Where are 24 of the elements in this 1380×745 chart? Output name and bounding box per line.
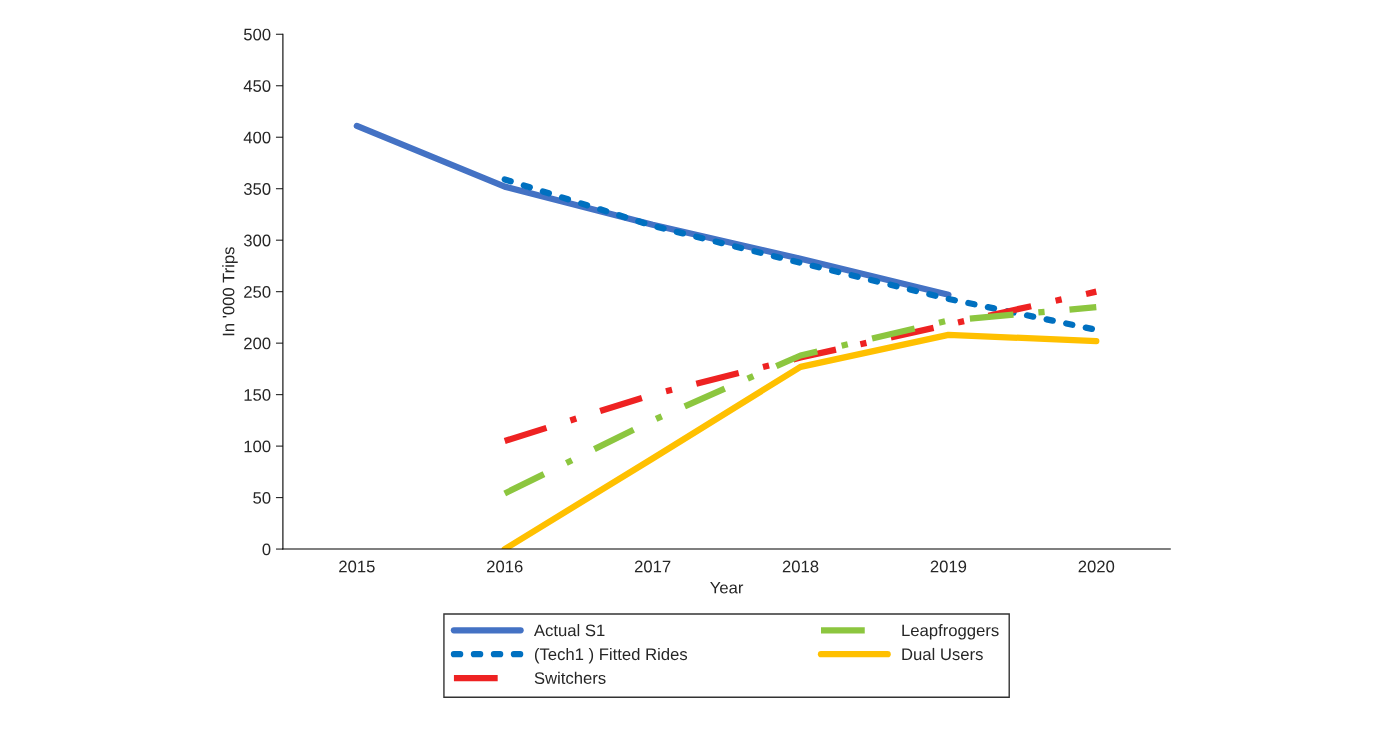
x-tick-label: 2016: [487, 560, 523, 573]
legend-label: Dual Users: [902, 647, 983, 661]
legend-label: (Tech1 ) Fitted Rides: [534, 647, 688, 664]
x-tick-label: 2015: [339, 560, 375, 573]
legend-label: Actual S1: [533, 624, 605, 637]
x-tick-label: 2018: [782, 560, 819, 573]
x-tick-label: 2017: [634, 560, 671, 573]
x-tick-label: 2020: [1078, 560, 1115, 573]
x-axis-title: Year: [710, 581, 744, 594]
y-tick-label: 150: [244, 389, 271, 401]
y-tick-label: 200: [244, 337, 271, 350]
y-tick-label: 100: [244, 440, 271, 453]
y-tick-label: 0: [262, 543, 271, 556]
y-tick-label: 250: [244, 286, 271, 298]
y-tick-label: 400: [243, 131, 271, 144]
y-tick-label: 500: [243, 28, 271, 41]
legend-label: Switchers: [534, 671, 606, 685]
y-tick-label: 350: [243, 183, 271, 195]
legend-label: Leapfroggers: [902, 624, 999, 640]
y-tick-label: 300: [243, 234, 271, 247]
x-tick-label: 2019: [930, 560, 967, 573]
y-tick-label: 50: [253, 491, 271, 504]
y-axis-title: In '000 Trips: [222, 247, 238, 336]
y-tick-label: 450: [243, 80, 271, 92]
